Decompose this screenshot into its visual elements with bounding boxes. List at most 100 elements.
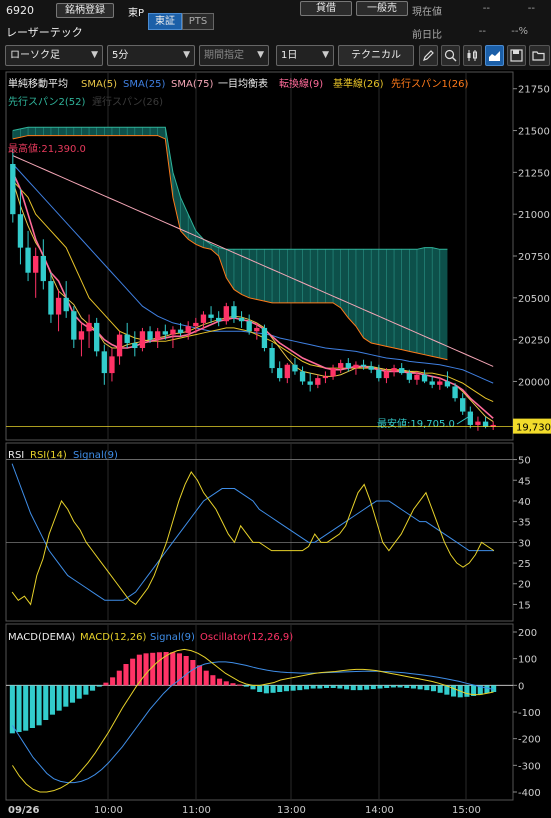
legend-tenkan: 転換線(9) bbox=[279, 77, 323, 90]
register-stock-button[interactable]: 銘柄登録 bbox=[56, 3, 114, 18]
oscillator-bar bbox=[270, 685, 276, 693]
prev-change-value: -- bbox=[478, 26, 486, 37]
oscillator-bar bbox=[170, 652, 176, 686]
rsi-axis: 50 45 40 35 30 25 20 15 bbox=[513, 456, 531, 611]
macd-tick-label: -200 bbox=[518, 735, 541, 746]
oscillator-bar bbox=[49, 685, 55, 715]
oscillator-bar bbox=[330, 685, 336, 688]
rsi-line bbox=[11, 471, 495, 606]
rsi-tick-label: 20 bbox=[518, 580, 531, 591]
cloud-segment bbox=[150, 127, 158, 136]
cloud-segment bbox=[386, 249, 395, 348]
candle-body bbox=[132, 342, 138, 348]
chart-type-select[interactable]: ローソク足 ▼ bbox=[5, 45, 103, 66]
tab-tosho[interactable]: 東証 bbox=[148, 13, 182, 30]
price-tick-label: 21500 bbox=[518, 127, 550, 138]
candle-body bbox=[360, 364, 367, 367]
compare-icon[interactable] bbox=[463, 45, 482, 66]
cloud-segment bbox=[287, 249, 295, 303]
oscillator-bar bbox=[404, 685, 410, 688]
high-price-label: 最高値:21,390.0 bbox=[8, 142, 86, 155]
oscillator-bar bbox=[196, 665, 203, 686]
cloud-segment bbox=[58, 127, 67, 136]
legend-sma75: SMA(75) bbox=[171, 79, 213, 90]
cloud-segment bbox=[264, 249, 273, 303]
oscillator-bar bbox=[203, 670, 209, 686]
candle-body bbox=[177, 329, 184, 333]
interval-select[interactable]: 5分 ▼ bbox=[107, 45, 195, 66]
candle-body bbox=[33, 256, 39, 273]
cloud-segment bbox=[96, 127, 105, 136]
rsi-reference-lines bbox=[6, 459, 513, 543]
candle-body bbox=[162, 331, 168, 335]
draw-pen-icon[interactable] bbox=[419, 45, 438, 66]
legend-span2: 先行スパン2(52) bbox=[8, 95, 85, 108]
area-chart-icon[interactable] bbox=[485, 45, 504, 66]
cloud-segment bbox=[363, 249, 372, 343]
legend-sma5: SMA(5) bbox=[81, 79, 117, 90]
price-tick-label: 20000 bbox=[518, 377, 550, 388]
candle-body bbox=[55, 297, 62, 315]
macd-tick-label: -300 bbox=[518, 761, 541, 772]
chevron-down-icon: ▼ bbox=[91, 50, 98, 60]
period-select[interactable]: 期間指定 ▼ bbox=[199, 45, 269, 66]
macd-lines bbox=[12, 648, 494, 793]
candle-body bbox=[48, 281, 54, 315]
zoom-icon[interactable] bbox=[441, 45, 460, 66]
candle-body bbox=[322, 376, 329, 379]
oscillator-bar bbox=[183, 656, 189, 686]
oscillator-bar bbox=[43, 685, 49, 720]
candle-body bbox=[475, 421, 481, 425]
cloud-segment bbox=[50, 127, 59, 136]
tab-pts[interactable]: PTS bbox=[182, 13, 214, 30]
cloud-segment bbox=[43, 127, 51, 136]
interval-value: 5分 bbox=[112, 50, 129, 61]
candle-body bbox=[109, 356, 115, 374]
ichimoku-cloud bbox=[12, 126, 448, 361]
chevron-down-icon: ▼ bbox=[257, 50, 264, 60]
candle-body bbox=[147, 331, 153, 340]
technical-button[interactable]: テクニカル bbox=[338, 45, 414, 66]
legend-sma25: SMA(25) bbox=[123, 79, 165, 90]
folder-icon[interactable] bbox=[529, 45, 550, 66]
oscillator-bar bbox=[103, 682, 109, 686]
oscillator-bar bbox=[90, 685, 96, 691]
oscillator-bar bbox=[451, 685, 457, 697]
candle-body bbox=[116, 334, 123, 357]
oscillator-bar bbox=[36, 685, 42, 726]
cloud-segment bbox=[180, 197, 189, 240]
span-select[interactable]: 1日 ▼ bbox=[276, 45, 334, 66]
cloud-segment bbox=[20, 127, 29, 138]
macd-tick-label: 0 bbox=[518, 681, 524, 692]
oscillator-bar bbox=[237, 684, 243, 686]
oscillator-bar bbox=[130, 658, 136, 686]
ippanbai-button[interactable]: 一般売 bbox=[356, 1, 408, 16]
rsi-tick-label: 30 bbox=[518, 538, 531, 549]
cloud-segment bbox=[233, 249, 242, 295]
macd-tick-label: 200 bbox=[518, 628, 537, 639]
candle-body bbox=[193, 322, 199, 327]
candlesticks bbox=[10, 148, 496, 431]
rsi-tick-label: 35 bbox=[518, 518, 531, 529]
oscillator-bar bbox=[290, 685, 296, 691]
candle-body bbox=[238, 317, 245, 322]
candle-body bbox=[170, 329, 176, 335]
candle-body bbox=[101, 351, 107, 374]
oscillator-bar bbox=[56, 685, 62, 711]
kashaku-button[interactable]: 貸借 bbox=[300, 1, 352, 16]
candle-body bbox=[231, 306, 237, 318]
oscillator-bar bbox=[484, 685, 490, 694]
cloud-segment bbox=[378, 249, 387, 347]
cloud-segment bbox=[394, 249, 402, 350]
oscillator-bar bbox=[123, 664, 129, 686]
rsi-tick-label: 50 bbox=[518, 456, 531, 467]
chart-area[interactable]: 2175021500212502100020750205002025020000… bbox=[0, 70, 551, 818]
cloud-segment bbox=[66, 127, 74, 136]
legend-chikou: 遅行スパン(26) bbox=[92, 95, 163, 108]
cloud-segment bbox=[226, 249, 234, 290]
cloud-segment bbox=[111, 127, 120, 136]
legend-macd-title: MACD(DEMA) bbox=[8, 632, 75, 643]
save-icon[interactable] bbox=[507, 45, 526, 66]
candle-body bbox=[200, 314, 207, 323]
candle-body bbox=[444, 381, 451, 387]
